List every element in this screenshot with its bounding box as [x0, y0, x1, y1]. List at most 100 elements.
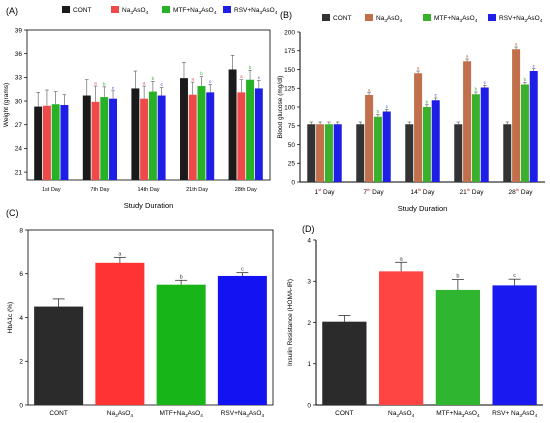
y-tick-label: 2 — [19, 359, 23, 366]
significance-mark: b — [249, 65, 252, 70]
significance-mark: a — [515, 42, 518, 47]
legend-swatch — [365, 14, 373, 21]
bar-14th Day-CONT — [131, 88, 140, 180]
x-tick-label: 14th Day — [137, 187, 159, 193]
bar-1st Day-Na3AsO4 — [42, 105, 51, 180]
y-tick-label: 2 — [307, 320, 311, 327]
legend-swatch — [223, 6, 231, 13]
significance-mark: b — [180, 274, 183, 280]
y-tick-label: 33 — [15, 75, 23, 82]
bar-14-Na3AsO4 — [414, 73, 423, 182]
x-tick-label: Na3AsO4 — [388, 410, 415, 418]
y-tick-label: 0 — [19, 402, 23, 409]
x-tick-label: CONT — [49, 410, 67, 417]
significance-mark: c — [513, 273, 516, 279]
significance-mark: b — [200, 71, 203, 76]
bar-28-CONT — [503, 124, 512, 182]
bar-RSV+Na3AsO4 — [217, 275, 267, 405]
y-tick-label: 200 — [284, 29, 295, 36]
panel-label: (B) — [280, 10, 292, 20]
x-tick-label: MTF+Na3AsO4 — [159, 410, 203, 418]
y-tick-label: 125 — [284, 86, 295, 93]
y-axis-title: HbA1c (%) — [7, 302, 14, 333]
significance-mark: b — [377, 109, 380, 114]
bar-MTF+Na3AsO4 — [156, 284, 206, 405]
bar-21-MTF+Na3AsO4 — [471, 94, 480, 182]
bar-CONT — [34, 306, 84, 405]
x-tick-label: 1st Day — [42, 187, 61, 193]
bar-1-RSV+Na3AsO4 — [333, 124, 342, 182]
bar-14th Day-RSV+Na3AsO4 — [157, 95, 166, 180]
y-tick-label: 0 — [291, 179, 295, 186]
bar-28th Day-CONT — [228, 69, 237, 180]
y-tick-label: 25 — [288, 161, 296, 168]
bar-28th Day-RSV+Na3AsO4 — [254, 88, 263, 180]
x-tick-label: MTF+Na3AsO4 — [436, 410, 480, 418]
significance-mark: a — [118, 251, 122, 257]
x-tick-label: 21th Day — [460, 187, 485, 196]
bar-7th Day-CONT — [82, 95, 91, 180]
legend-label: MTF+Na3AsO4 — [434, 15, 478, 23]
y-tick-label: 27 — [15, 122, 23, 129]
bar-28th Day-MTF+Na3AsO4 — [246, 79, 255, 180]
bar-7th Day-MTF+Na3AsO4 — [100, 97, 109, 180]
bar-Na3AsO4 — [95, 262, 145, 405]
bar-21-Na3AsO4 — [463, 61, 472, 182]
bar-7th Day-Na3AsO4 — [91, 101, 100, 180]
y-tick-label: 0 — [307, 402, 311, 409]
significance-mark: a — [400, 256, 404, 262]
y-tick-label: 150 — [284, 67, 295, 74]
bar-28-MTF+Na3AsO4 — [520, 84, 529, 182]
chart-panel-3: (C) 0 2 4 6 8 HbA1c (%) CONT a Na3AsO4 b MTF+Na3AsO… — [6, 208, 274, 418]
x-tick-label: 7th Day — [363, 187, 384, 196]
legend-label: CONT — [333, 15, 351, 22]
bar-Na3AsO4 — [378, 271, 424, 405]
significance-mark: a — [417, 66, 420, 71]
x-tick-label: RSV+Na3AsO4 — [221, 410, 265, 418]
bar-21th Day-MTF+Na3AsO4 — [197, 86, 206, 180]
significance-mark: c — [209, 79, 212, 84]
x-axis-title: Study Duration — [398, 204, 448, 213]
legend-label: MTF+Na3AsO4 — [173, 7, 217, 15]
y-tick-label: 30 — [15, 98, 23, 105]
x-tick-label: 14th Day — [411, 187, 436, 196]
x-tick-label: CONT — [335, 410, 353, 417]
y-tick-label: 21 — [15, 169, 23, 176]
bar-14-RSV+Na3AsO4 — [431, 100, 440, 182]
bar-MTF+Na3AsO4 — [435, 289, 481, 405]
bar-1st Day-MTF+Na3AsO4 — [51, 104, 60, 180]
y-tick-label: 1 — [307, 361, 311, 368]
significance-mark: c — [533, 63, 536, 68]
bar-RSV+ Na3AsO4 — [492, 285, 537, 405]
significance-mark: c — [160, 82, 163, 87]
y-tick-label: 39 — [15, 27, 23, 34]
significance-mark: b — [475, 87, 478, 92]
x-tick-label: RSV+ Na3AsO4 — [492, 410, 538, 418]
x-tick-label: 28th Day — [509, 187, 534, 196]
significance-mark: c — [112, 85, 115, 90]
x-tick-label: 1st Day — [314, 187, 335, 196]
significance-mark: c — [435, 93, 438, 98]
legend-label: RSV+Na3AsO4 — [499, 15, 543, 23]
significance-mark: c — [258, 75, 261, 80]
y-tick-label: 75 — [288, 123, 296, 130]
bar-1-MTF+Na3AsO4 — [324, 124, 333, 182]
significance-mark: b — [426, 99, 429, 104]
legend-swatch — [423, 14, 431, 21]
significance-mark: c — [386, 104, 389, 109]
legend-swatch — [62, 6, 70, 13]
chart-panel-4: (D) 0 1 2 3 4 Insulin Resistance (HOMA-IR) CONT… — [287, 224, 543, 418]
x-tick-label: 21th Day — [186, 187, 208, 193]
significance-mark: a — [466, 54, 469, 59]
chart-panel-2: (B) 0 25 50 75 100 125 150 175 200 Blood glucose (… — [277, 10, 545, 213]
bar-14-MTF+Na3AsO4 — [422, 107, 431, 182]
bar-14th Day-Na3AsO4 — [140, 98, 149, 180]
y-tick-label: 50 — [288, 142, 296, 149]
significance-mark: b — [456, 274, 459, 280]
bar-14th Day-MTF+Na3AsO4 — [148, 91, 157, 180]
bar-28-RSV+Na3AsO4 — [529, 71, 538, 182]
significance-mark: b — [152, 76, 155, 81]
significance-mark: a — [143, 81, 146, 86]
significance-mark: c — [241, 267, 244, 273]
y-axis-title: Blood glucose (mg/dl) — [277, 76, 284, 139]
